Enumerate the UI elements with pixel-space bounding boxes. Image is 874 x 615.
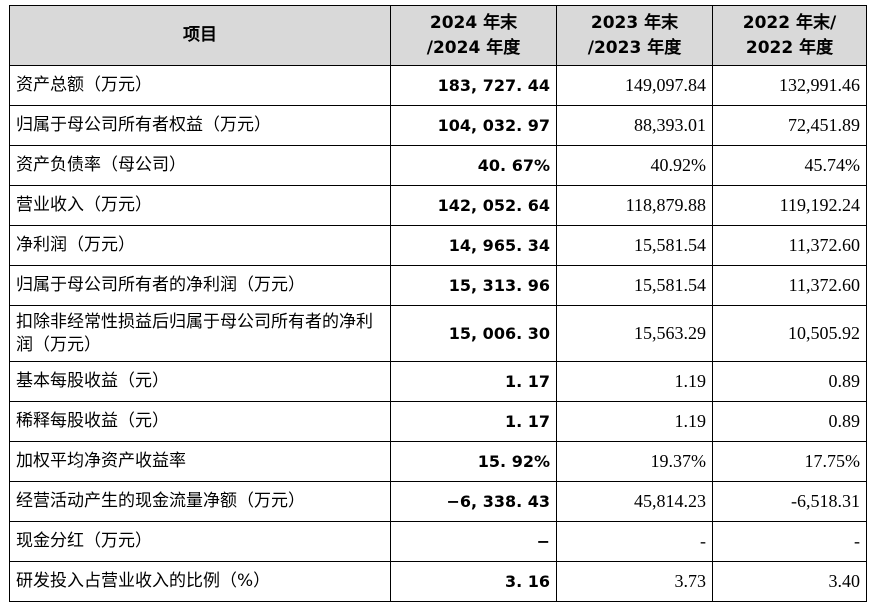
value-2023: 15,563.29	[556, 305, 713, 362]
table-row: 加权平均净资产收益率 15. 92% 19.37% 17.75%	[9, 441, 867, 482]
value-2023: 149,097.84	[556, 65, 713, 106]
value-2024: 15. 92%	[390, 441, 557, 482]
value-2024: 183, 727. 44	[390, 65, 557, 106]
row-label: 加权平均净资产收益率	[9, 441, 391, 482]
value-2024: 104, 032. 97	[390, 105, 557, 146]
value-2024: 40. 67%	[390, 145, 557, 186]
row-label: 净利润（万元）	[9, 225, 391, 266]
table-row: 稀释每股收益（元） 1. 17 1.19 0.89	[9, 401, 867, 442]
row-label: 归属于母公司所有者权益（万元）	[9, 105, 391, 146]
row-label: 现金分红（万元）	[9, 521, 391, 562]
row-label: 研发投入占营业收入的比例（%）	[9, 561, 391, 602]
row-label: 基本每股收益（元）	[9, 361, 391, 402]
row-label: 资产负债率（母公司）	[9, 145, 391, 186]
value-2024: 142, 052. 64	[390, 185, 557, 226]
value-2023: 40.92%	[556, 145, 713, 186]
value-2022: 11,372.60	[712, 225, 867, 266]
value-2023: 3.73	[556, 561, 713, 602]
table-row: 扣除非经常性损益后归属于母公司所有者的净利润（万元） 15, 006. 30 1…	[9, 305, 867, 362]
value-2023: 45,814.23	[556, 481, 713, 522]
value-2024: 1. 17	[390, 361, 557, 402]
value-2022: -6,518.31	[712, 481, 867, 522]
value-2022: 45.74%	[712, 145, 867, 186]
value-2024: 3. 16	[390, 561, 557, 602]
table-row: 净利润（万元） 14, 965. 34 15,581.54 11,372.60	[9, 225, 867, 266]
value-2023: -	[556, 521, 713, 562]
table-row: 研发投入占营业收入的比例（%） 3. 16 3.73 3.40	[9, 561, 867, 602]
header-2022: 2022 年末/ 2022 年度	[712, 5, 867, 66]
header-row: 项目 2024 年末 /2024 年度 2023 年末 /2023 年度 202…	[9, 5, 867, 66]
row-label: 资产总额（万元）	[9, 65, 391, 106]
row-label: 稀释每股收益（元）	[9, 401, 391, 442]
value-2024: −	[390, 521, 557, 562]
value-2022: 11,372.60	[712, 265, 867, 306]
header-item: 项目	[9, 5, 391, 66]
row-label: 营业收入（万元）	[9, 185, 391, 226]
row-label: 扣除非经常性损益后归属于母公司所有者的净利润（万元）	[9, 305, 391, 362]
value-2023: 88,393.01	[556, 105, 713, 146]
value-2022: 132,991.46	[712, 65, 867, 106]
value-2022: 17.75%	[712, 441, 867, 482]
value-2023: 15,581.54	[556, 265, 713, 306]
value-2022: 72,451.89	[712, 105, 867, 146]
value-2022: 3.40	[712, 561, 867, 602]
table-row: 资产负债率（母公司） 40. 67% 40.92% 45.74%	[9, 145, 867, 186]
header-2024: 2024 年末 /2024 年度	[390, 5, 557, 66]
value-2024: 14, 965. 34	[390, 225, 557, 266]
value-2023: 1.19	[556, 361, 713, 402]
financial-summary: 项目 2024 年末 /2024 年度 2023 年末 /2023 年度 202…	[9, 5, 867, 602]
table-row: 资产总额（万元） 183, 727. 44 149,097.84 132,991…	[9, 65, 867, 106]
table-row: 现金分红（万元） − - -	[9, 521, 867, 562]
value-2024: 15, 313. 96	[390, 265, 557, 306]
financial-table: 项目 2024 年末 /2024 年度 2023 年末 /2023 年度 202…	[9, 5, 867, 602]
value-2022: 119,192.24	[712, 185, 867, 226]
row-label: 经营活动产生的现金流量净额（万元）	[9, 481, 391, 522]
value-2023: 15,581.54	[556, 225, 713, 266]
value-2023: 19.37%	[556, 441, 713, 482]
value-2024: 15, 006. 30	[390, 305, 557, 362]
table-row: 归属于母公司所有者的净利润（万元） 15, 313. 96 15,581.54 …	[9, 265, 867, 306]
value-2022: 0.89	[712, 361, 867, 402]
value-2024: 1. 17	[390, 401, 557, 442]
row-label: 归属于母公司所有者的净利润（万元）	[9, 265, 391, 306]
value-2023: 118,879.88	[556, 185, 713, 226]
table-row: 基本每股收益（元） 1. 17 1.19 0.89	[9, 361, 867, 402]
table-row: 营业收入（万元） 142, 052. 64 118,879.88 119,192…	[9, 185, 867, 226]
header-2023: 2023 年末 /2023 年度	[556, 5, 713, 66]
table-row: 经营活动产生的现金流量净额（万元） −6, 338. 43 45,814.23 …	[9, 481, 867, 522]
value-2022: -	[712, 521, 867, 562]
value-2022: 10,505.92	[712, 305, 867, 362]
value-2024: −6, 338. 43	[390, 481, 557, 522]
value-2023: 1.19	[556, 401, 713, 442]
table-row: 归属于母公司所有者权益（万元） 104, 032. 97 88,393.01 7…	[9, 105, 867, 146]
value-2022: 0.89	[712, 401, 867, 442]
